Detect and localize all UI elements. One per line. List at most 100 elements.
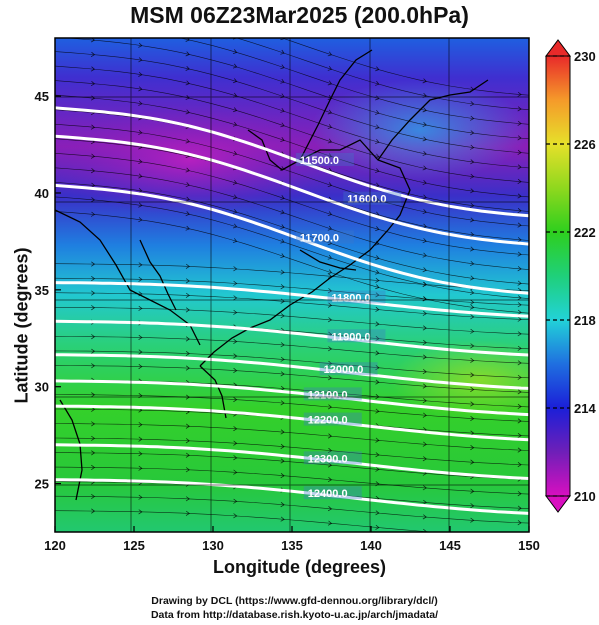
streamline (55, 365, 529, 393)
wind-arrow (185, 182, 190, 188)
wind-arrow (233, 280, 238, 286)
wind-arrow (185, 225, 190, 231)
x-axis-label: Longitude (degrees) (212, 557, 386, 577)
wind-arrow (470, 202, 475, 208)
wind-arrow (232, 38, 238, 40)
wind-arrow (233, 20, 237, 24)
wind-arrow (185, 94, 190, 100)
wind-arrow (185, 278, 190, 284)
wind-arrow (91, 363, 96, 369)
wind-arrow (232, 78, 238, 84)
contour-label: 11600.0 (347, 194, 386, 206)
wind-arrow (470, 445, 475, 451)
wind-arrow (233, 498, 238, 504)
wind-arrow (138, 494, 143, 500)
wind-arrow (470, 503, 475, 509)
wind-arrow (422, 267, 427, 273)
wind-arrow (138, 14, 142, 18)
wind-arrow (470, 459, 475, 465)
colorbar-tick-label: 230 (574, 49, 596, 64)
wind-arrow (375, 335, 380, 342)
wind-arrow (375, 66, 380, 72)
streamline (178, 38, 529, 125)
wind-arrow (233, 367, 238, 373)
wind-arrow (233, 440, 238, 446)
streamline (55, 452, 529, 480)
streamline (55, 510, 436, 532)
wind-arrow (470, 299, 475, 305)
wind-arrow (422, 310, 427, 316)
wind-arrow (327, 506, 333, 512)
wind-arrow (91, 276, 96, 282)
wind-arrow (375, 350, 380, 356)
wind-arrow (138, 276, 143, 282)
wind-arrow (90, 66, 96, 72)
streamline (55, 277, 529, 306)
wind-arrow (422, 354, 427, 360)
wind-arrow (280, 253, 285, 259)
y-tick-label: 30 (35, 380, 49, 395)
wind-arrow (422, 383, 427, 389)
wind-arrow (138, 129, 143, 135)
wind-arrow (185, 80, 190, 86)
wind-arrow (517, 149, 522, 155)
wind-arrow (185, 65, 190, 71)
map-title: MSM 06Z23Mar2025 (200.0hPa) (130, 2, 469, 28)
wind-arrow (327, 124, 333, 129)
wind-arrow (517, 418, 522, 424)
wind-arrow (90, 211, 96, 217)
wind-arrow (91, 435, 96, 441)
wind-arrow (90, 81, 96, 87)
contour-line (55, 319, 529, 357)
temperature-field: 11500.0 11600.0 11700.0 11800.0 11900.0 12000… (55, 14, 529, 532)
x-tick-label: 130 (202, 538, 224, 553)
wind-arrow (280, 224, 285, 229)
wind-arrow (470, 488, 475, 494)
streamline (55, 437, 529, 466)
wind-arrow (138, 29, 142, 33)
wind-arrow (470, 130, 475, 136)
wind-arrow (138, 100, 143, 106)
wind-arrow (422, 456, 427, 462)
wind-arrow (517, 135, 522, 141)
wind-arrow (517, 280, 522, 286)
wind-arrow (185, 138, 190, 144)
wind-arrow (185, 365, 190, 371)
wind-arrow (91, 305, 96, 311)
wind-arrow (517, 222, 522, 228)
y-tick-label: 45 (35, 89, 49, 104)
streamline (55, 153, 529, 256)
contour-line (55, 106, 529, 218)
wind-arrow (422, 441, 427, 447)
contour-line (55, 379, 529, 417)
wind-arrow (375, 138, 380, 144)
y-axis-label: Latitude (degrees) (11, 247, 32, 404)
wind-arrow (280, 195, 285, 200)
wind-arrow (517, 302, 522, 308)
wind-arrow (470, 144, 475, 150)
wind-arrow (280, 136, 285, 142)
wind-arrow (90, 197, 96, 203)
wind-arrow (138, 86, 143, 92)
wind-arrow (517, 193, 522, 199)
wind-arrow (517, 360, 522, 366)
wind-arrow (138, 436, 143, 442)
wind-arrow (232, 107, 238, 113)
wind-arrow (375, 408, 380, 414)
wind-arrow (517, 208, 522, 214)
wind-arrow (422, 238, 427, 244)
wind-arrow (90, 51, 96, 58)
wind-arrow (375, 466, 380, 472)
wind-arrow (375, 226, 380, 232)
wind-arrow (280, 473, 285, 479)
contour-label-bg (295, 230, 354, 244)
wind-arrow (327, 317, 333, 323)
wind-arrow (232, 223, 238, 229)
wind-arrow (470, 328, 475, 334)
wind-arrow (327, 65, 333, 71)
wind-arrow (232, 194, 238, 200)
streamline (55, 292, 529, 320)
wind-arrow (375, 284, 380, 290)
wind-arrow (470, 217, 475, 223)
wind-arrow (327, 477, 333, 483)
